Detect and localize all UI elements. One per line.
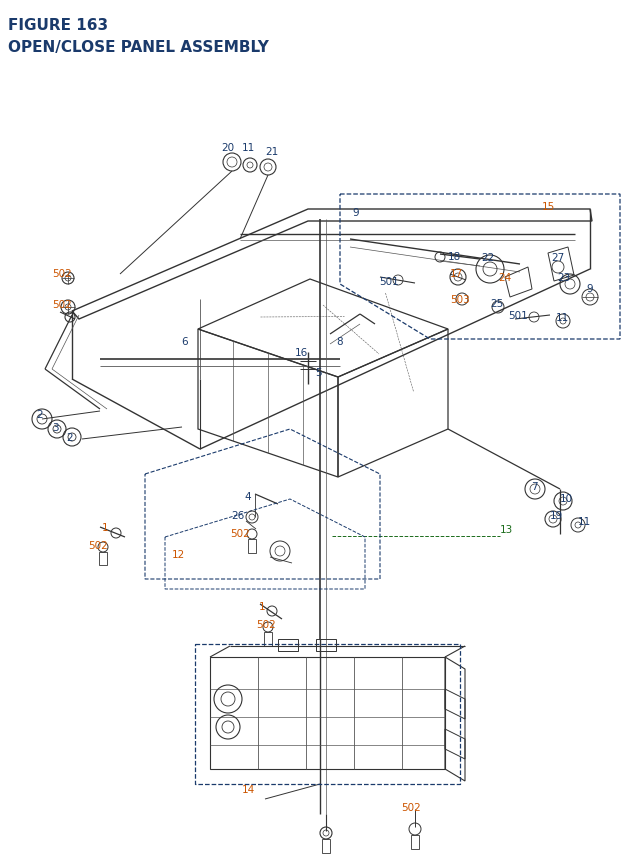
Text: OPEN/CLOSE PANEL ASSEMBLY: OPEN/CLOSE PANEL ASSEMBLY [8,40,269,55]
Text: 10: 10 [559,493,573,504]
Text: 2: 2 [67,432,74,443]
Text: 502: 502 [88,541,108,550]
Text: 502: 502 [52,300,72,310]
Text: 12: 12 [172,549,184,560]
Text: 4: 4 [244,492,252,501]
Text: 3: 3 [52,423,58,432]
Text: 11: 11 [241,143,255,152]
Text: 8: 8 [337,337,343,347]
Text: 11: 11 [577,517,591,526]
Text: 20: 20 [221,143,235,152]
Text: 501: 501 [379,276,399,287]
Text: 27: 27 [552,253,564,263]
Bar [278,639,298,651]
Text: 25: 25 [490,299,504,308]
Text: 5: 5 [315,368,321,378]
Bar [411,835,419,849]
Text: 15: 15 [541,201,555,212]
Text: 7: 7 [531,481,538,492]
Text: 502: 502 [52,269,72,279]
Text: 16: 16 [294,348,308,357]
Text: 502: 502 [401,802,421,812]
Text: 9: 9 [353,208,359,218]
Bar [264,632,272,647]
Text: FIGURE 163: FIGURE 163 [8,18,108,33]
Text: 503: 503 [450,294,470,305]
Text: 502: 502 [230,529,250,538]
Text: 2: 2 [36,410,44,419]
Text: 1: 1 [102,523,108,532]
Text: 1: 1 [259,601,266,611]
Text: 501: 501 [508,311,528,320]
Text: 13: 13 [499,524,513,535]
Bar [322,839,330,853]
Bar [316,639,336,651]
Text: 19: 19 [549,511,563,520]
Text: 6: 6 [182,337,188,347]
Text: 22: 22 [481,253,495,263]
Text: 17: 17 [449,269,463,279]
Text: 9: 9 [587,283,593,294]
Text: 11: 11 [556,313,568,323]
Text: 14: 14 [241,784,255,794]
Text: 23: 23 [557,273,571,282]
Text: 26: 26 [232,511,244,520]
Text: 18: 18 [447,251,461,262]
Text: 21: 21 [266,147,278,157]
Bar [99,553,107,566]
Text: 502: 502 [256,619,276,629]
Text: 24: 24 [499,273,511,282]
Bar [248,539,256,554]
